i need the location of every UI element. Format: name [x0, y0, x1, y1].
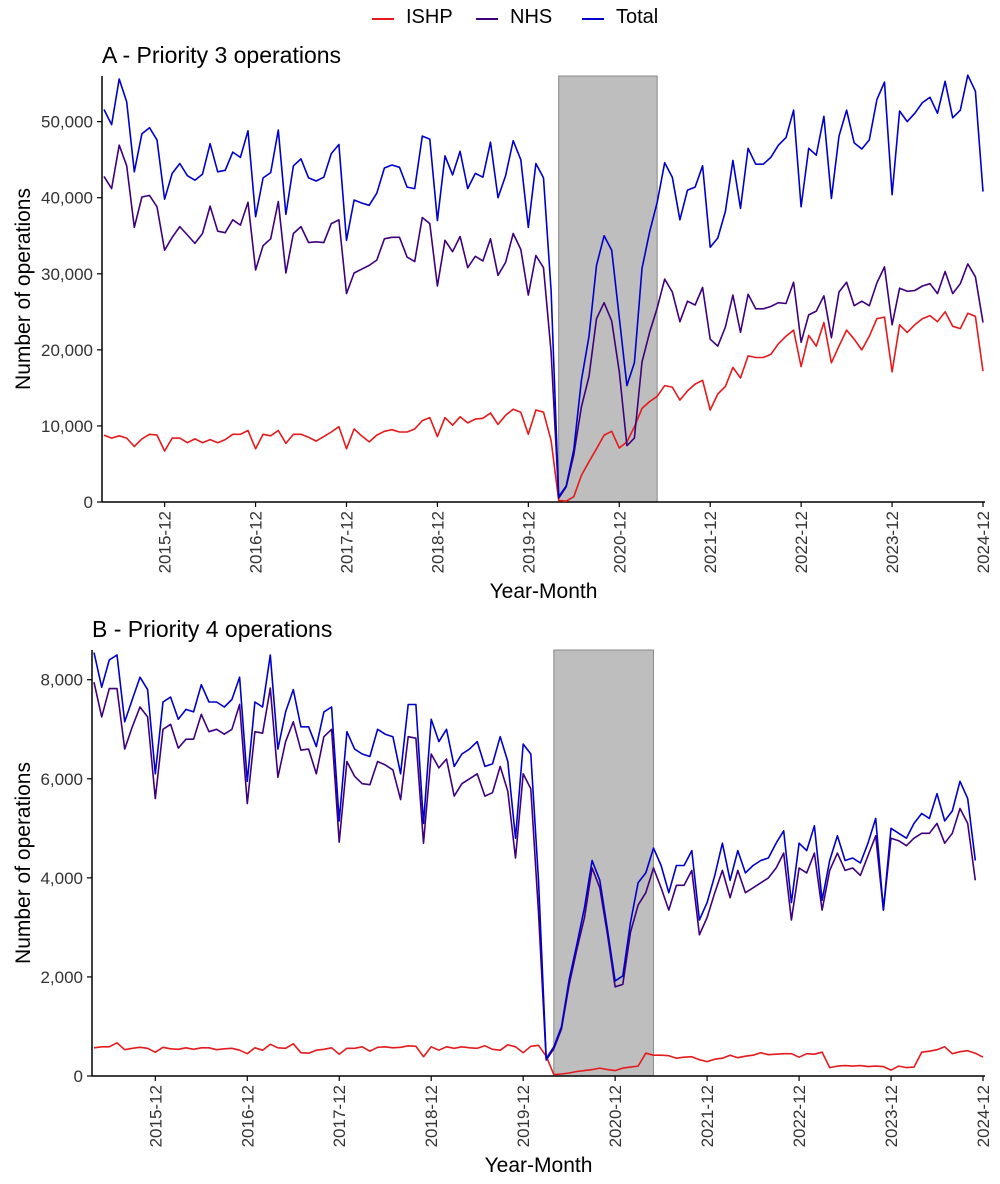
chart-b-x-tick-label: 2017-12: [330, 1085, 349, 1147]
chart-priority-4: B - Priority 4 operations 0 2,000 4,000 6,00…: [12, 616, 993, 1177]
chart-b-x-tick-label: 2018-12: [422, 1085, 441, 1147]
chart-a-series-nhs: [103, 144, 984, 500]
legend-label-ishp: ISHP: [406, 6, 453, 28]
legend-label-nhs: NHS: [510, 6, 553, 28]
chart-a-y-tick-label: 20,000: [41, 341, 93, 360]
chart-a-x-tick-label: 2024-12: [974, 511, 993, 573]
chart-a-y-tick-label: 50,000: [41, 113, 93, 132]
chart-a-x-axis-label: Year-Month: [490, 580, 598, 603]
chart-b-x-tick-label: 2021-12: [698, 1085, 717, 1147]
chart-b-title: B - Priority 4 operations: [92, 616, 332, 642]
chart-a-title: A - Priority 3 operations: [102, 42, 341, 68]
chart-a-shaded-region: [558, 75, 658, 503]
chart-a-y-tick-label: 10,000: [41, 417, 93, 436]
chart-b-y-tick-label: 8,000: [40, 671, 83, 690]
chart-b-series-nhs: [93, 682, 977, 1061]
chart-b-x-tick-label: 2024-12: [974, 1085, 993, 1147]
chart-a-y-tick-label: 40,000: [41, 189, 93, 208]
chart-b-y-tick-label: 2,000: [40, 968, 83, 987]
chart-b-y-tick-label: 0: [74, 1067, 83, 1086]
chart-a-x-tick-label: 2020-12: [610, 511, 629, 573]
chart-a-x-tick-label: 2019-12: [519, 511, 538, 573]
chart-b-x-tick-label: 2016-12: [238, 1085, 257, 1147]
chart-a-y-axis-label: Number of operations: [12, 188, 35, 390]
chart-b-x-tick-label: 2020-12: [606, 1085, 625, 1147]
chart-a-x-tick-label: 2022-12: [792, 511, 811, 573]
chart-b-x-tick-label: 2019-12: [514, 1085, 533, 1147]
legend: ISHP NHS Total: [0, 0, 1000, 38]
chart-a-series-total: [103, 74, 984, 498]
legend-swatch-total: [582, 18, 604, 20]
chart-a-x-tick-label: 2016-12: [247, 511, 266, 573]
chart-a-x-tick-label: 2023-12: [883, 511, 902, 573]
legend-swatch-ishp: [372, 18, 394, 20]
legend-swatch-nhs: [476, 18, 498, 20]
chart-a-x-tick-label: 2021-12: [701, 511, 720, 573]
chart-a-series-ishp: [103, 310, 984, 503]
chart-b-y-tick-label: 6,000: [40, 770, 83, 789]
chart-a-x-tick-label: 2017-12: [337, 511, 356, 573]
chart-a-y-tick-label: 30,000: [41, 265, 93, 284]
chart-b-x-axis-label: Year-Month: [485, 1154, 593, 1177]
chart-a-x-tick-label: 2018-12: [428, 511, 447, 573]
chart-a-y-tick-label: 0: [84, 493, 93, 512]
chart-b-y-tick-label: 4,000: [40, 869, 83, 888]
chart-b-x-tick-label: 2015-12: [146, 1085, 165, 1147]
chart-b-series-ishp: [93, 1041, 984, 1076]
legend-label-total: Total: [616, 6, 659, 28]
chart-b-x-tick-label: 2023-12: [882, 1085, 901, 1147]
chart-b-shaded-region: [553, 649, 654, 1077]
chart-b-series-total: [93, 652, 977, 1060]
chart-b-x-tick-label: 2022-12: [790, 1085, 809, 1147]
chart-b-y-axis-label: Number of operations: [12, 762, 35, 964]
chart-priority-3: A - Priority 3 operations 0 10,000 20,000 30…: [12, 42, 993, 603]
chart-a-x-tick-label: 2015-12: [156, 511, 175, 573]
